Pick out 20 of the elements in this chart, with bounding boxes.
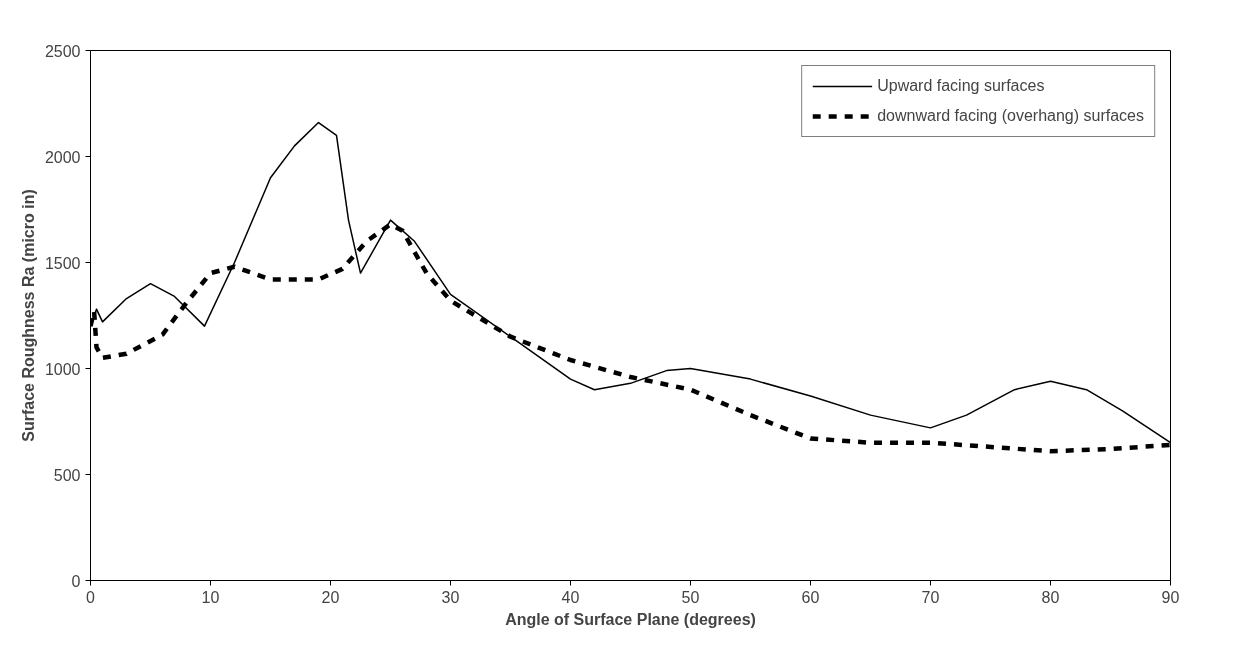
x-tick-label: 0 bbox=[86, 588, 96, 606]
y-tick-label: 0 bbox=[71, 572, 81, 590]
x-tick-label: 20 bbox=[321, 588, 340, 606]
y-tick-label: 2000 bbox=[44, 148, 81, 166]
y-tick-label: 500 bbox=[53, 466, 81, 484]
x-tick-label: 80 bbox=[1041, 588, 1060, 606]
x-tick-label: 90 bbox=[1161, 588, 1180, 606]
legend-label: Upward facing surfaces bbox=[877, 77, 1045, 95]
x-axis-title: Angle of Surface Plane (degrees) bbox=[505, 610, 756, 628]
x-tick-label: 60 bbox=[801, 588, 820, 606]
y-tick-label: 1500 bbox=[44, 254, 81, 272]
x-tick-label: 70 bbox=[921, 588, 940, 606]
legend-label: downward facing (overhang) surfaces bbox=[877, 107, 1144, 125]
x-tick-label: 10 bbox=[201, 588, 220, 606]
x-tick-label: 40 bbox=[561, 588, 580, 606]
x-tick-label: 30 bbox=[441, 588, 460, 606]
y-tick-label: 2500 bbox=[44, 42, 81, 60]
y-axis-title: Surface Roughness Ra (micro in) bbox=[19, 189, 37, 442]
y-tick-label: 1000 bbox=[44, 360, 81, 378]
x-tick-label: 50 bbox=[681, 588, 700, 606]
